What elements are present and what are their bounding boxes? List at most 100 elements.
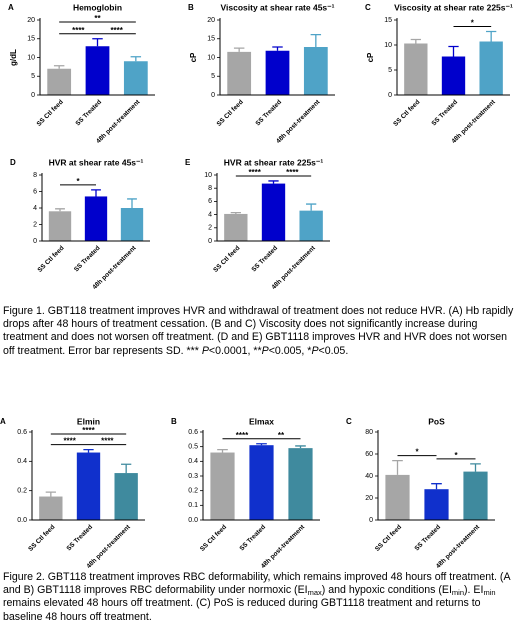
y-tick-label: 0.0 [17, 517, 27, 524]
error-bar [310, 33, 322, 47]
y-tick-label: 0 [208, 238, 212, 245]
panel-letter: B [188, 3, 194, 12]
error-bar [217, 448, 228, 453]
x-tick-label: SS Treated [74, 99, 103, 128]
bar [303, 47, 328, 95]
y-tick-label: 0.1 [188, 502, 198, 509]
error-bar [83, 448, 94, 453]
y-tick-label: 40 [365, 473, 373, 480]
bar [463, 471, 488, 520]
y-tick-label: 0 [388, 92, 392, 99]
caption-text: P [201, 344, 209, 357]
x-tick-label: SS Ctl feed [199, 524, 228, 553]
bar [265, 50, 290, 95]
y-tick-label: 0.2 [17, 488, 27, 495]
caption-text: remains elevated 48 hours off treatment.… [3, 597, 481, 623]
x-tick-label: SS Ctl feed [374, 524, 403, 553]
x-tick-label: 48h post-treatment [275, 98, 322, 145]
bar [114, 473, 138, 520]
axes [219, 18, 335, 96]
panel-letter: D [10, 158, 16, 167]
error-bar [92, 38, 103, 47]
error-bar [431, 483, 442, 490]
bar [424, 489, 449, 520]
caption-text: Figure 1. GBT118 treatment improves HVR … [3, 305, 514, 357]
panel-letter: B [171, 417, 177, 426]
bar [48, 211, 72, 241]
y-tick-label: 0.4 [17, 458, 27, 465]
chart-title: HVR at shear rate 225s⁻¹ [224, 157, 324, 167]
y-axis-label: cP [366, 52, 375, 62]
caption-text: max [307, 588, 322, 598]
bar [479, 41, 503, 95]
bar [299, 210, 323, 241]
y-tick-label: 10 [207, 54, 215, 61]
y-tick-label: 15 [384, 17, 392, 24]
y-tick-label: 2 [33, 221, 37, 228]
y-tick-label: 0.3 [188, 473, 198, 480]
bar [288, 448, 313, 520]
y-tick-label: 20 [365, 495, 373, 502]
caption-text: ) and hypoxic conditions (EI [321, 584, 452, 597]
caption-text: <0.005, * [268, 344, 312, 357]
x-tick-label: SS Ctl feed [27, 524, 56, 553]
y-tick-label: 20 [207, 17, 215, 24]
significance-label: **** [72, 26, 85, 35]
x-tick-label: SS Treated [413, 524, 442, 553]
significance-label: **** [110, 26, 123, 35]
bar [123, 61, 148, 95]
bar [84, 196, 108, 241]
bar [441, 56, 466, 95]
caption-text: min [451, 588, 464, 598]
significance-label: * [454, 451, 458, 460]
y-tick-label: 60 [365, 451, 373, 458]
bar [85, 46, 110, 95]
error-bar [230, 211, 241, 214]
significance-label: * [471, 19, 475, 28]
x-tick-label: SS Treated [73, 245, 102, 274]
panel-letter: C [346, 417, 352, 426]
x-tick-label: SS Ctl feed [36, 245, 65, 274]
error-bar [410, 38, 421, 44]
bar [120, 208, 144, 241]
y-tick-label: 0 [31, 92, 35, 99]
axes [202, 430, 320, 521]
significance-label: ** [94, 14, 101, 23]
error-bar [392, 459, 403, 475]
x-tick-label: SS Treated [65, 524, 94, 553]
error-bar [306, 203, 317, 211]
y-tick-label: 6 [208, 198, 212, 205]
y-tick-label: 0 [369, 517, 373, 524]
y-tick-label: 0 [211, 92, 215, 99]
chart-title: Elmin [77, 416, 100, 426]
x-tick-label: SS Ctl feed [392, 99, 421, 128]
y-tick-label: 20 [27, 17, 35, 24]
y-tick-label: 15 [207, 36, 215, 43]
y-tick-label: 10 [384, 42, 392, 49]
x-tick-label: 48h post-treatment [260, 523, 307, 570]
axes [31, 430, 145, 521]
x-tick-label: SS Treated [254, 99, 283, 128]
x-tick-label: SS Treated [238, 524, 267, 553]
panel-letter: A [0, 417, 6, 426]
chart-title: Elmax [249, 416, 274, 426]
bar [227, 51, 252, 95]
error-bar [130, 56, 142, 62]
error-bar [121, 463, 132, 474]
x-tick-label: SS Ctl feed [216, 99, 245, 128]
y-tick-label: 80 [365, 429, 373, 436]
error-bar [233, 47, 245, 52]
y-tick-label: 6 [33, 188, 37, 195]
axes [216, 173, 330, 242]
bar [39, 496, 63, 520]
y-tick-label: 10 [204, 172, 212, 179]
y-tick-label: 0.4 [188, 458, 198, 465]
y-tick-label: 5 [31, 73, 35, 80]
y-tick-label: 8 [208, 185, 212, 192]
x-tick-label: SS Treated [430, 99, 459, 128]
y-tick-label: 0.2 [188, 488, 198, 495]
x-tick-label: SS Treated [250, 245, 279, 274]
y-tick-label: 2 [208, 225, 212, 232]
y-axis-label: g/dL [9, 49, 18, 66]
